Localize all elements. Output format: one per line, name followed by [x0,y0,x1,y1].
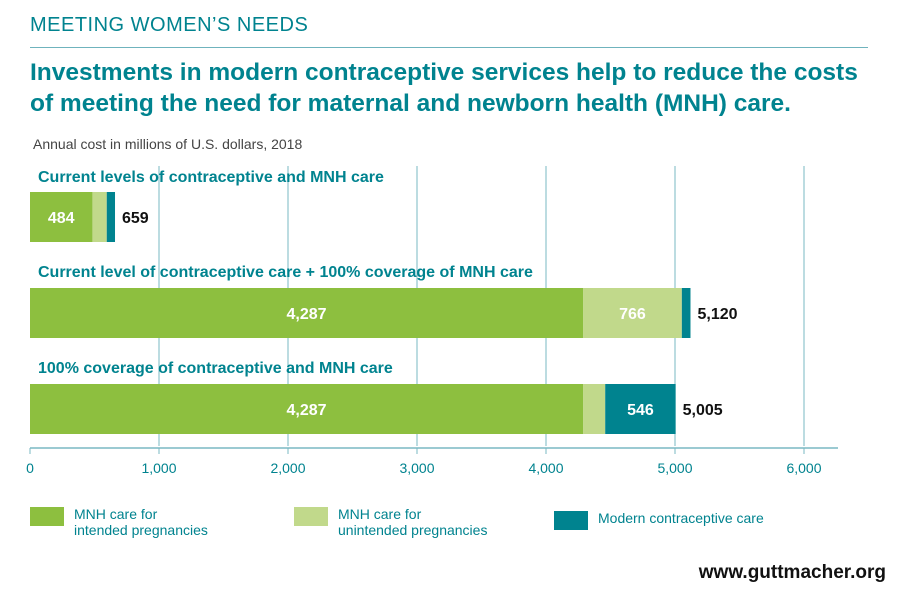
x-tick-label: 6,000 [786,460,821,476]
bar-unintended [583,384,606,434]
bar-total-label: 5,005 [683,402,723,419]
x-tick-label: 3,000 [399,460,434,476]
bar-unintended [583,288,682,338]
legend-label-contraceptive: Modern contraceptive care [598,510,764,526]
bar-value-label: 766 [619,306,646,323]
legend-label-intended: MNH care for intended pregnancies [74,506,208,538]
bar-value-label: 484 [48,210,75,227]
x-tick-label: 1,000 [141,460,176,476]
legend-swatch-contraceptive [554,511,588,530]
legend-label-unintended: MNH care for unintended pregnancies [338,506,488,538]
category-label: Current level of contraceptive care + 10… [38,264,533,281]
category-label: 100% coverage of contraceptive and MNH c… [38,360,393,377]
header-divider [30,47,868,48]
bar-unintended [92,192,107,242]
bar-total-label: 5,120 [697,306,737,323]
unit-note: Annual cost in millions of U.S. dollars,… [33,136,303,152]
bar-value-label: 4,287 [286,402,326,419]
bar-value-label: 546 [627,402,654,419]
legend-swatch-intended [30,507,64,526]
bar-contraceptive [106,192,116,242]
legend-item-unintended: MNH care for unintended pregnancies [294,506,487,538]
legend-swatch-unintended [294,507,328,526]
site-wordmark: www.guttmacher.org [698,562,886,583]
legend-item-contraceptive: Modern contraceptive care [554,510,764,530]
bar-value-label: 4,287 [286,306,326,323]
x-tick-label: 2,000 [270,460,305,476]
bar-total-label: 659 [122,210,149,227]
bar-intended [30,192,93,242]
chart-headline: Investments in modern contraceptive serv… [30,59,858,117]
bar-contraceptive [681,288,691,338]
category-label: Current levels of contraceptive and MNH … [38,169,384,186]
stacked-bar-chart: 0 1,000 2,000 3,000 4,000 5,000 6,000 Current l… [26,166,838,476]
legend-item-intended: MNH care for intended pregnancies [30,506,208,538]
bar-contraceptive [605,384,676,434]
bar-intended [30,288,584,338]
section-kicker: MEETING WOMEN’S NEEDS [30,14,309,36]
x-tick-label: 0 [26,460,34,476]
bar-intended [30,384,584,434]
x-tick-label: 4,000 [528,460,563,476]
x-tick-label: 5,000 [657,460,692,476]
